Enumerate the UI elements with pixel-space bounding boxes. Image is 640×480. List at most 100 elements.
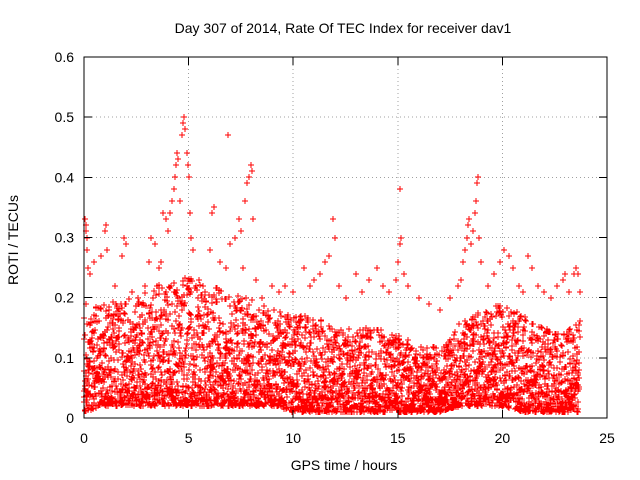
- x-tick-label: 0: [80, 430, 88, 446]
- data-point: [122, 311, 128, 317]
- data-point: [137, 362, 143, 368]
- data-point: [347, 339, 353, 345]
- data-point: [374, 376, 380, 382]
- data-point: [265, 308, 271, 314]
- data-point: [482, 364, 488, 370]
- data-point: [193, 283, 199, 289]
- data-point: [488, 359, 494, 365]
- data-point: [137, 348, 143, 354]
- data-point: [486, 338, 492, 344]
- data-point: [576, 367, 582, 373]
- data-point: [548, 362, 554, 368]
- data-point: [179, 132, 185, 138]
- data-point: [292, 356, 298, 362]
- data-point: [540, 353, 546, 359]
- data-point: [552, 332, 558, 338]
- data-point: [131, 375, 137, 381]
- data-point: [276, 289, 282, 295]
- data-point: [347, 364, 353, 370]
- data-point: [277, 309, 283, 315]
- data-point: [147, 305, 153, 311]
- data-point: [408, 346, 414, 352]
- data-point: [201, 347, 207, 353]
- data-point: [264, 344, 270, 350]
- data-point: [112, 366, 118, 372]
- y-tick-label: 0: [66, 410, 74, 426]
- data-point: [434, 367, 440, 373]
- data-point: [269, 347, 275, 353]
- data-point: [491, 271, 497, 277]
- data-point: [395, 259, 401, 265]
- data-point: [504, 369, 510, 375]
- data-point: [204, 312, 210, 318]
- data-point: [308, 340, 314, 346]
- data-point: [313, 326, 319, 332]
- data-point: [223, 355, 229, 361]
- data-point: [347, 358, 353, 364]
- data-point: [149, 334, 155, 340]
- data-point: [82, 332, 88, 338]
- data-point: [370, 385, 376, 391]
- data-point: [214, 299, 220, 305]
- data-point: [399, 393, 405, 399]
- data-point: [541, 289, 547, 295]
- data-point: [318, 324, 324, 330]
- data-point: [142, 359, 148, 365]
- data-point: [492, 362, 498, 368]
- data-point: [97, 364, 103, 370]
- data-point: [85, 376, 91, 382]
- data-point: [170, 344, 176, 350]
- data-point: [395, 345, 401, 351]
- data-point: [520, 350, 526, 356]
- data-point: [176, 313, 182, 319]
- data-point: [428, 355, 434, 361]
- data-point: [166, 403, 172, 409]
- data-point: [243, 295, 249, 301]
- data-point: [528, 368, 534, 374]
- data-point: [473, 319, 479, 325]
- data-point: [253, 277, 259, 283]
- data-point: [285, 316, 291, 322]
- data-point: [484, 330, 490, 336]
- data-point: [195, 295, 201, 301]
- data-point: [572, 364, 578, 370]
- data-point: [87, 271, 93, 277]
- data-point: [166, 358, 172, 364]
- data-point: [220, 330, 226, 336]
- data-point: [145, 350, 151, 356]
- data-point: [352, 347, 358, 353]
- data-point: [305, 373, 311, 379]
- data-point: [298, 316, 304, 322]
- data-point: [576, 349, 582, 355]
- data-point: [238, 228, 244, 234]
- data-point: [559, 343, 565, 349]
- y-tick-label: 0.3: [55, 230, 75, 246]
- data-point: [488, 322, 494, 328]
- data-point: [307, 346, 313, 352]
- data-point: [483, 309, 489, 315]
- data-point: [334, 408, 340, 414]
- data-point: [161, 357, 167, 363]
- data-point: [506, 253, 512, 259]
- data-point: [200, 283, 206, 289]
- data-point: [314, 346, 320, 352]
- data-point: [521, 324, 527, 330]
- data-point: [226, 350, 232, 356]
- data-point: [492, 351, 498, 357]
- data-point: [575, 372, 581, 378]
- data-point: [131, 366, 137, 372]
- data-point: [382, 361, 388, 367]
- data-point: [269, 283, 275, 289]
- data-point: [525, 348, 531, 354]
- data-point: [284, 330, 290, 336]
- data-point: [503, 377, 509, 383]
- data-point: [383, 372, 389, 378]
- data-point: [105, 390, 111, 396]
- data-point: [217, 329, 223, 335]
- data-point: [184, 150, 190, 156]
- data-point: [279, 395, 285, 401]
- data-point: [326, 369, 332, 375]
- data-point: [112, 283, 118, 289]
- data-point: [481, 336, 487, 342]
- data-point: [166, 352, 172, 358]
